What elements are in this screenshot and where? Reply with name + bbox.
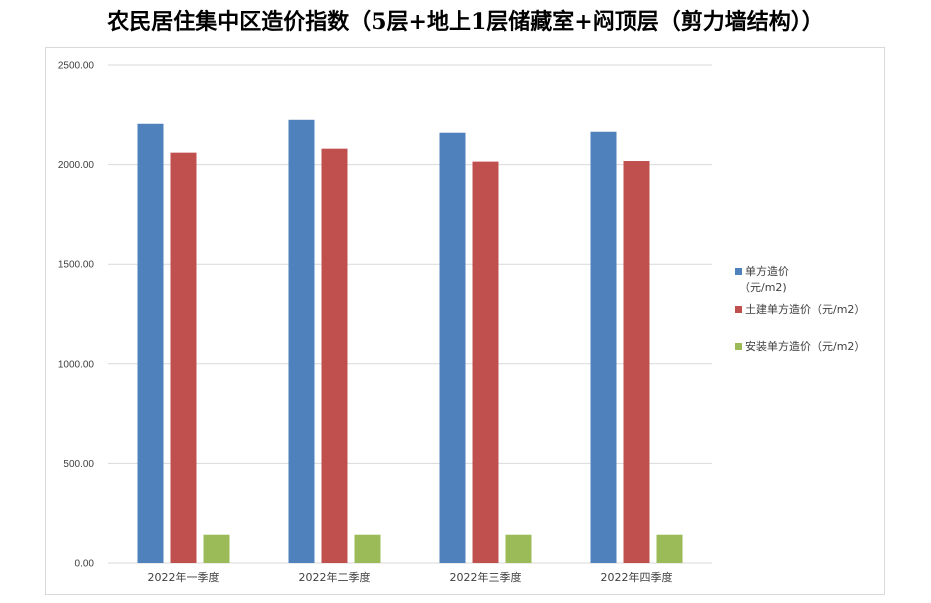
- bar: [472, 161, 499, 563]
- bar: [321, 148, 348, 563]
- bar-chart: 0.00 500.00 1000.00 1500.00 2000.00 2500.00 20…: [58, 61, 866, 585]
- y-tick-label: 1500.00: [58, 260, 95, 271]
- bar: [354, 534, 381, 563]
- page-title: 农民居住集中区造价指数（5层+地上1层储藏室+闷顶层（剪力墙结构））: [107, 9, 824, 35]
- x-tick-label: 2022年二季度: [299, 570, 371, 584]
- y-tick-label: 500.00: [63, 459, 94, 470]
- legend-label: 单方造价: [745, 264, 789, 278]
- legend-swatch: [735, 268, 742, 275]
- legend-label: 安装单方造价（元/m2）: [745, 339, 865, 353]
- x-tick-label: 2022年三季度: [450, 570, 522, 584]
- bar: [203, 534, 230, 563]
- bar: [439, 132, 466, 563]
- legend-label: （元/m2): [739, 281, 787, 294]
- bar: [505, 534, 532, 563]
- legend-swatch: [735, 306, 742, 313]
- bar: [590, 131, 617, 563]
- y-tick-label: 2000.00: [58, 160, 95, 171]
- y-tick-label: 1000.00: [58, 359, 95, 370]
- x-tick-label: 2022年一季度: [148, 570, 220, 584]
- y-tick-label: 2500.00: [58, 61, 95, 72]
- legend-label: 土建单方造价（元/m2）: [745, 302, 865, 316]
- bar: [170, 152, 197, 563]
- y-tick-label: 0.00: [75, 559, 95, 570]
- bar: [656, 534, 683, 563]
- legend-swatch: [735, 343, 742, 350]
- bar: [623, 161, 650, 563]
- chart-area: 0.00 500.00 1000.00 1500.00 2000.00 2500.00 20…: [45, 47, 885, 595]
- bar: [288, 119, 315, 563]
- x-tick-label: 2022年四季度: [601, 570, 673, 584]
- bar: [137, 123, 164, 563]
